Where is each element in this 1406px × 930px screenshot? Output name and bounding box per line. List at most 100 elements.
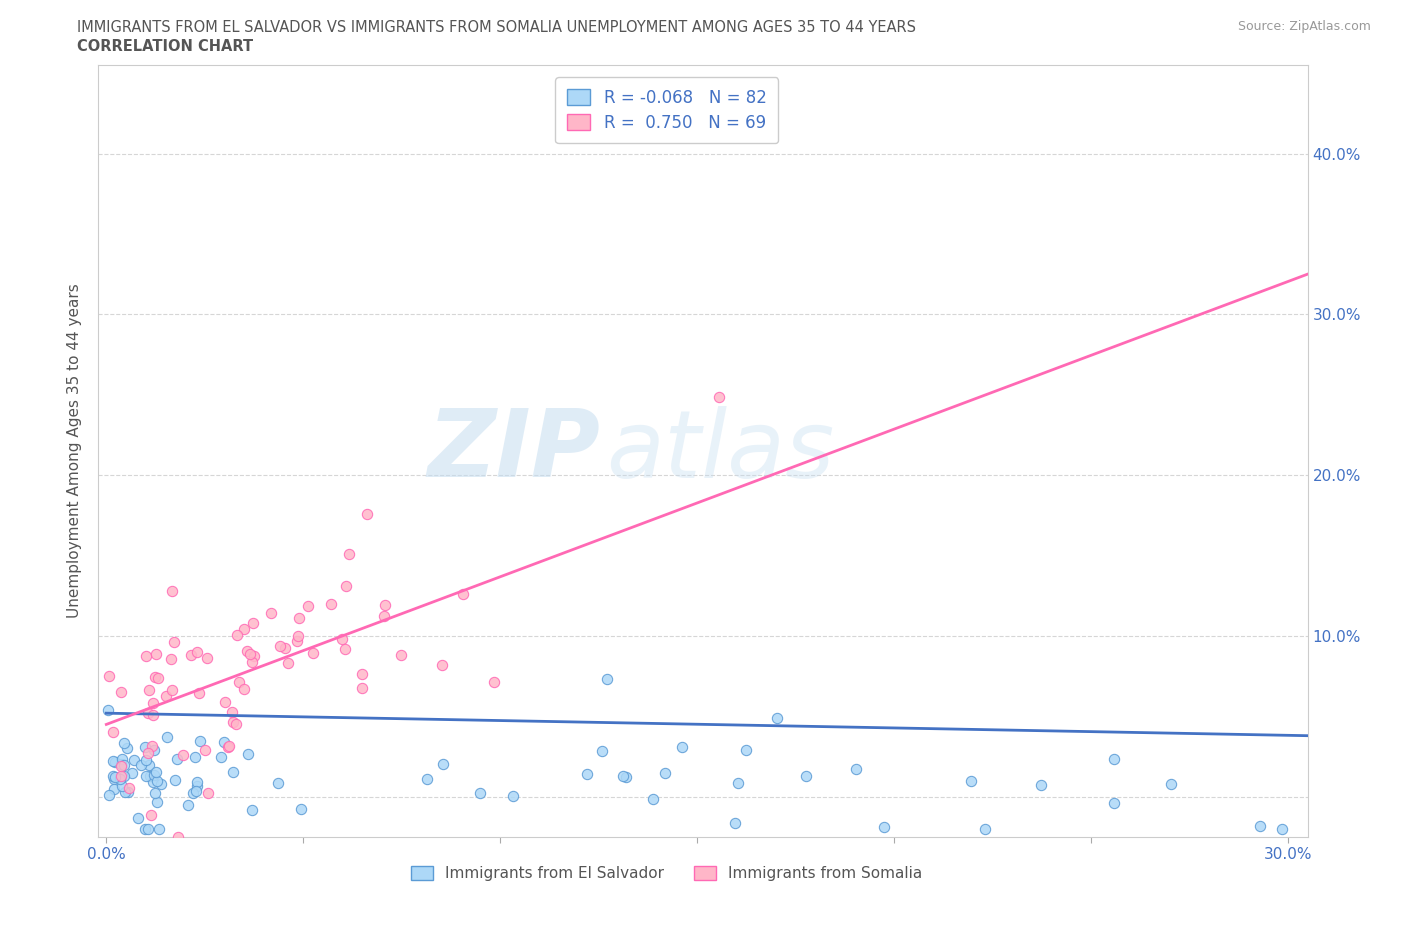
Point	[104, 769, 127, 784]
Point	[350, 680, 373, 695]
Point	[188, 685, 211, 700]
Point	[121, 765, 143, 780]
Point	[239, 646, 262, 661]
Point	[134, 821, 156, 836]
Point	[233, 622, 256, 637]
Point	[1102, 752, 1125, 767]
Point	[214, 695, 236, 710]
Point	[217, 739, 239, 754]
Point	[1271, 821, 1294, 836]
Point	[330, 631, 353, 646]
Point	[117, 785, 139, 800]
Point	[136, 706, 159, 721]
Point	[110, 684, 132, 699]
Point	[612, 769, 634, 784]
Point	[111, 778, 134, 793]
Point	[654, 765, 676, 780]
Text: atlas: atlas	[606, 405, 835, 497]
Point	[186, 645, 208, 660]
Point	[135, 752, 157, 767]
Point	[97, 669, 120, 684]
Point	[142, 774, 165, 789]
Point	[389, 647, 412, 662]
Point	[297, 598, 319, 613]
Point	[356, 506, 378, 521]
Point	[373, 608, 395, 623]
Point	[114, 784, 136, 799]
Point	[432, 658, 454, 672]
Point	[135, 649, 157, 664]
Point	[302, 646, 325, 661]
Point	[432, 757, 454, 772]
Point	[240, 654, 263, 669]
Legend: Immigrants from El Salvador, Immigrants from Somalia: Immigrants from El Salvador, Immigrants …	[405, 859, 928, 887]
Point	[222, 714, 245, 729]
Point	[502, 789, 524, 804]
Point	[225, 628, 247, 643]
Point	[188, 734, 211, 749]
Point	[335, 578, 357, 593]
Point	[145, 765, 167, 780]
Point	[134, 739, 156, 754]
Point	[115, 740, 138, 755]
Point	[197, 786, 219, 801]
Point	[103, 771, 125, 786]
Text: IMMIGRANTS FROM EL SALVADOR VS IMMIGRANTS FROM SOMALIA UNEMPLOYMENT AMONG AGES 3: IMMIGRANTS FROM EL SALVADOR VS IMMIGRANT…	[77, 20, 917, 35]
Point	[127, 811, 149, 826]
Point	[845, 762, 868, 777]
Text: CORRELATION CHART: CORRELATION CHART	[77, 39, 253, 54]
Point	[110, 756, 132, 771]
Text: ZIP: ZIP	[427, 405, 600, 497]
Point	[110, 768, 132, 783]
Point	[734, 743, 756, 758]
Point	[172, 747, 194, 762]
Point	[163, 773, 186, 788]
Point	[228, 674, 250, 689]
Point	[145, 773, 167, 788]
Point	[160, 652, 183, 667]
Point	[145, 646, 167, 661]
Point	[614, 769, 637, 784]
Point	[321, 596, 343, 611]
Point	[766, 711, 789, 725]
Point	[146, 671, 169, 686]
Point	[352, 667, 374, 682]
Point	[277, 656, 299, 671]
Point	[974, 821, 997, 836]
Point	[180, 647, 202, 662]
Point	[209, 750, 232, 764]
Point	[727, 776, 749, 790]
Point	[97, 702, 120, 717]
Point	[184, 750, 207, 764]
Point	[243, 649, 266, 664]
Point	[177, 798, 200, 813]
Point	[288, 611, 311, 626]
Point	[101, 769, 124, 784]
Point	[794, 768, 817, 783]
Point	[468, 786, 491, 801]
Point	[960, 774, 983, 789]
Point	[122, 753, 145, 768]
Point	[212, 735, 235, 750]
Point	[181, 786, 204, 801]
Point	[1031, 777, 1053, 792]
Point	[101, 753, 124, 768]
Point	[139, 807, 162, 822]
Point	[142, 708, 165, 723]
Point	[195, 650, 218, 665]
Point	[596, 671, 619, 686]
Point	[118, 780, 141, 795]
Point	[112, 769, 135, 784]
Point	[112, 758, 135, 773]
Point	[146, 794, 169, 809]
Point	[129, 758, 152, 773]
Point	[167, 830, 190, 844]
Point	[160, 584, 183, 599]
Point	[236, 747, 259, 762]
Point	[143, 743, 166, 758]
Point	[1102, 795, 1125, 810]
Point	[671, 739, 693, 754]
Point	[112, 736, 135, 751]
Point	[166, 751, 188, 766]
Point	[1249, 818, 1271, 833]
